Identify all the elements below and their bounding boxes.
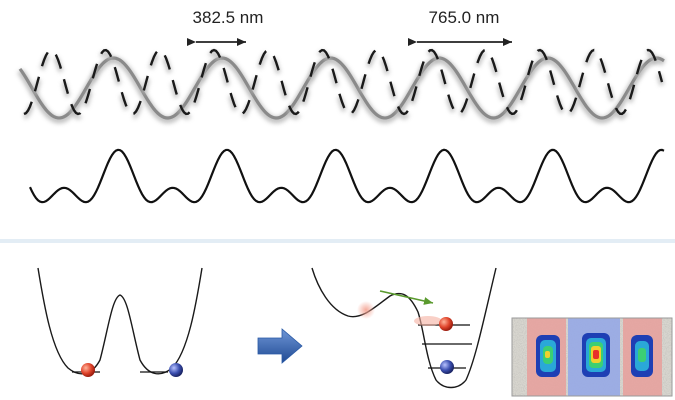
superlattice-potential bbox=[29, 148, 665, 204]
red-atom-moved bbox=[439, 317, 453, 331]
atom-cloud-right bbox=[631, 335, 653, 377]
long-period-wave bbox=[18, 56, 665, 120]
blue-atom-ground bbox=[440, 360, 454, 374]
absorption-image bbox=[512, 318, 672, 396]
long-wavelength-label: 765.0 nm bbox=[429, 8, 500, 27]
atom-cloud-center bbox=[582, 333, 610, 377]
atom-motion-trail bbox=[414, 316, 442, 326]
ghost-atom-start bbox=[357, 301, 375, 319]
short-period-wave bbox=[23, 48, 664, 116]
tilted-well-curve bbox=[311, 267, 497, 389]
transfer-arrow bbox=[379, 290, 434, 305]
red-atom bbox=[81, 363, 95, 377]
right-arrow-icon bbox=[257, 328, 303, 364]
short-wavelength-label: 382.5 nm bbox=[193, 8, 264, 27]
atom-cloud-left bbox=[536, 335, 560, 377]
symmetric-double-well bbox=[37, 267, 203, 377]
blue-atom bbox=[169, 363, 183, 377]
tilted-double-well bbox=[311, 267, 497, 389]
absorption-image-frame bbox=[511, 317, 673, 397]
symmetric-well-curve bbox=[37, 267, 203, 375]
